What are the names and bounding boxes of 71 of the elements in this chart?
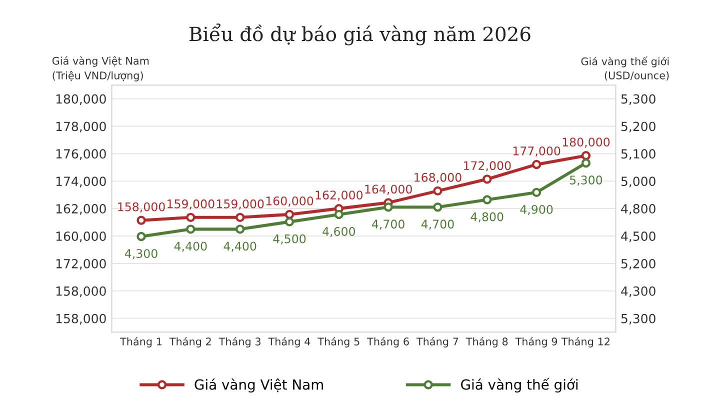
y-axis-title: Giá vàng Việt Nam (Triệu VND/lượng) — [52, 56, 149, 82]
data-label: 160,000 — [266, 196, 314, 207]
y2-axis-title: Giá vàng thế giới (USD/ounce) — [581, 56, 669, 81]
category-label: 174,000 — [56, 176, 106, 188]
data-label: 4,500 — [273, 234, 306, 244]
legend-label: Giá vàng thế giới — [461, 378, 578, 392]
category-label: 5,200 — [621, 258, 656, 270]
data-label: 4,900 — [520, 204, 553, 216]
data-label: 4,700 — [421, 220, 454, 230]
data-label: 177,000 — [513, 146, 560, 157]
data-label: 4,800 — [470, 212, 504, 222]
x-tick-label: Tháng 6 — [367, 336, 409, 348]
point — [136, 216, 146, 225]
data-label: 159,000 — [168, 199, 214, 210]
category-label: 5,100 — [621, 149, 656, 160]
x-tick-label: Tháng 8 — [466, 336, 508, 348]
data-label: 4,600 — [322, 227, 356, 238]
category-label: 180,000 — [56, 94, 106, 105]
category-label: 4,800 — [621, 204, 656, 215]
data-label: 4,300 — [124, 249, 158, 260]
x-tick-label: Tháng 7 — [416, 336, 458, 348]
category-label: 158,000 — [56, 314, 106, 325]
point — [235, 224, 245, 234]
data-label: 180,000 — [562, 138, 610, 148]
data-label: 5,300 — [570, 176, 602, 186]
point — [186, 212, 196, 222]
point — [433, 202, 442, 212]
data-label: 4,700 — [372, 220, 404, 230]
x-tick-label: Tháng 2 — [169, 336, 211, 348]
category-label: 5,300 — [621, 94, 656, 105]
data-label: 164,000 — [365, 184, 412, 195]
point — [186, 224, 196, 234]
category-label: 160,000 — [56, 231, 106, 242]
point — [482, 195, 492, 204]
category-label: 5,000 — [621, 176, 656, 188]
x-tick-label: Tháng 1 — [120, 336, 162, 348]
category-label: 4,300 — [621, 286, 656, 298]
x-tick-label: Tháng 5 — [318, 336, 360, 348]
x-tick-label: Tháng 9 — [515, 336, 558, 348]
point — [482, 174, 492, 184]
point — [581, 158, 591, 168]
category-label: 162,000 — [56, 204, 106, 215]
point — [284, 210, 294, 220]
category-label: 158,000 — [56, 286, 106, 298]
data-label: 168,000 — [414, 172, 462, 184]
category-label: 5,300 — [621, 314, 656, 325]
point — [532, 188, 542, 197]
data-label: 162,000 — [316, 190, 363, 201]
point — [433, 186, 442, 196]
point — [581, 151, 591, 160]
point — [235, 212, 245, 222]
category-label: 172,000 — [56, 258, 106, 270]
point — [284, 217, 294, 226]
category-label: 5,200 — [621, 122, 656, 132]
category-label: 176,000 — [56, 149, 106, 160]
x-tick-label: Tháng 4 — [268, 336, 310, 348]
x-tick-label: Tháng 12 — [561, 336, 610, 348]
data-label: 158,000 — [118, 202, 165, 212]
data-label: 4,400 — [224, 242, 256, 252]
data-label: 4,400 — [174, 242, 207, 252]
point — [532, 160, 542, 170]
point — [384, 202, 393, 212]
data-label: 159,000 — [216, 199, 264, 210]
x-tick-label: Tháng 3 — [218, 336, 260, 348]
category-label: 4,500 — [621, 231, 656, 242]
category-label: 178,000 — [56, 122, 106, 132]
data-label: 172,000 — [464, 161, 511, 172]
point — [136, 232, 146, 242]
chart-title: Biểu đồ dự báo giá vàng năm 2026 — [189, 24, 530, 46]
point — [334, 210, 344, 220]
legend-label: Giá vàng Việt Nam — [194, 378, 323, 392]
